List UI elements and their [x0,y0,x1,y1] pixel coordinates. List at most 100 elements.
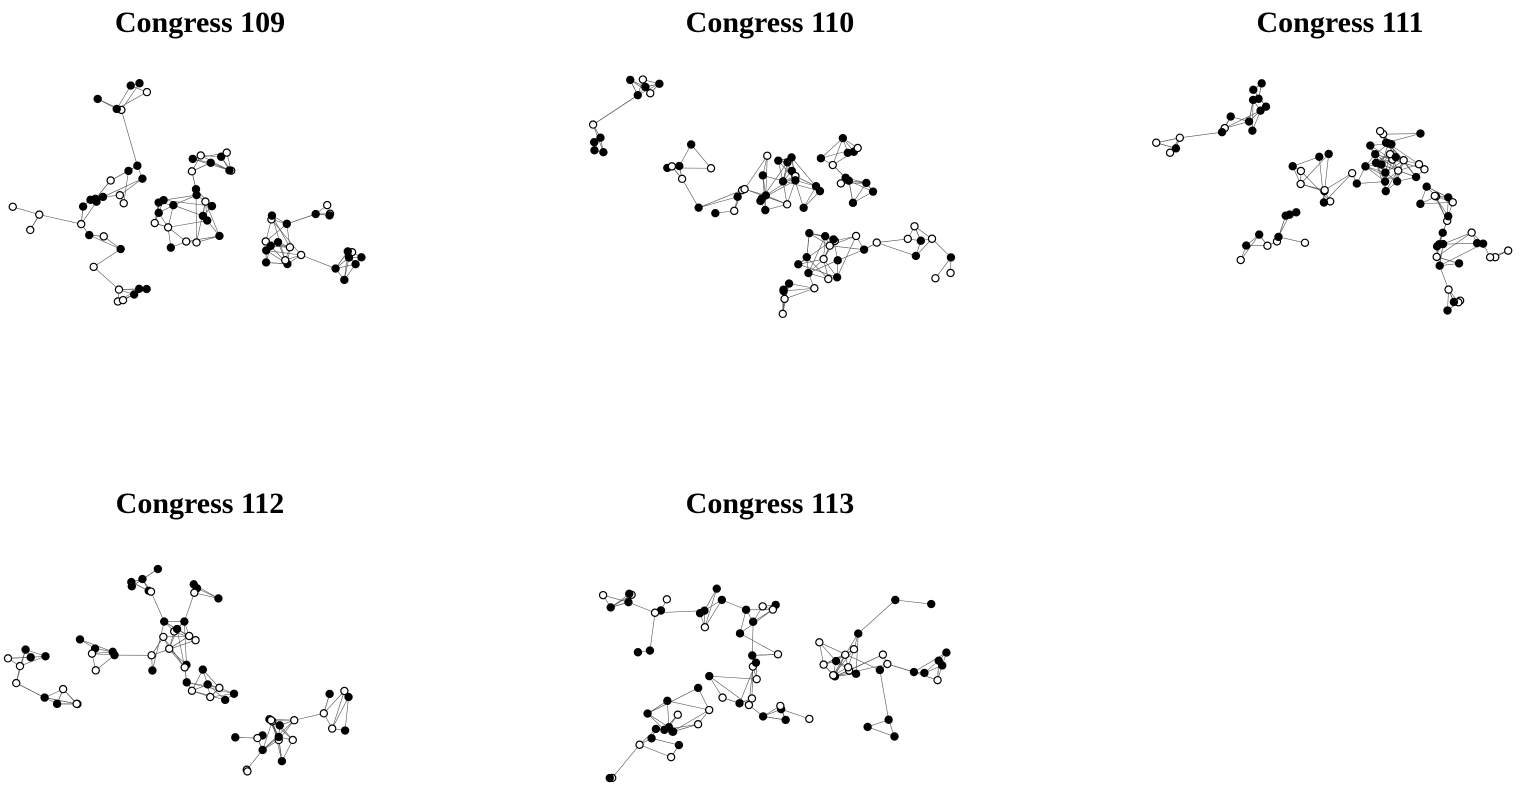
node [108,647,117,657]
node [159,195,168,205]
node [841,650,850,659]
node [735,699,744,708]
node [942,648,951,657]
node [182,678,191,687]
node [1248,126,1257,135]
edge [798,264,838,278]
edge [1365,166,1398,182]
node [1375,126,1385,136]
node [851,669,861,679]
node [275,721,284,730]
node [829,671,838,680]
edge [286,213,316,225]
node [115,191,125,200]
edge [704,599,723,628]
node [1454,259,1464,268]
edge [184,592,195,622]
node [693,683,703,693]
node [868,187,878,196]
node [41,652,50,661]
node [78,202,88,211]
node [163,223,173,232]
node [758,602,767,611]
edge [93,266,120,290]
node [674,740,684,750]
node [1366,141,1375,150]
node [730,206,739,216]
node [146,587,156,596]
edge [151,639,196,656]
edge [709,675,750,706]
panel-title: Congress 112 [116,487,285,520]
node [229,689,239,698]
edge [1375,162,1387,192]
edge [592,94,638,125]
edge [1356,181,1386,184]
node [711,209,720,218]
node [26,653,35,662]
node [717,595,727,605]
edge [887,663,915,673]
node [12,678,21,688]
node [748,651,757,660]
node [1242,241,1251,250]
node [1254,94,1263,104]
edge [765,155,768,211]
edge [163,636,185,668]
node [58,684,68,694]
node [1443,306,1452,315]
node [1444,212,1453,221]
node [650,608,660,617]
edge [102,178,143,198]
node [804,268,813,278]
edge [751,621,754,656]
edge [186,682,235,695]
edge [879,669,889,720]
node [875,665,885,675]
node [673,710,682,719]
node [1288,162,1297,171]
node [198,665,208,674]
node [266,241,275,251]
edge [1375,153,1399,171]
node [819,254,828,264]
edge [163,194,197,201]
node [85,230,94,240]
edge [681,178,699,208]
node [126,81,135,90]
node [783,158,792,167]
node [327,724,337,733]
node [859,245,869,254]
edge [44,697,77,705]
node [694,203,703,212]
node [705,671,714,681]
node [124,166,133,176]
node [705,705,714,715]
node [159,617,169,626]
node [756,196,765,206]
edge [819,642,880,671]
node [89,262,98,272]
edge [762,175,821,192]
node [799,203,808,212]
edge [783,287,815,292]
node [187,686,197,696]
node [1478,239,1488,248]
node [325,689,334,699]
node [624,597,633,607]
edge [784,287,815,300]
node [946,253,956,262]
edge [1383,133,1421,135]
node [180,663,189,672]
node [841,173,850,182]
node [1485,253,1495,262]
node [1226,112,1235,121]
edge [848,180,874,192]
node [106,176,115,185]
edge [895,599,932,605]
edge [806,256,829,280]
edge [931,238,952,258]
edge [1179,131,1223,139]
node [778,309,787,319]
